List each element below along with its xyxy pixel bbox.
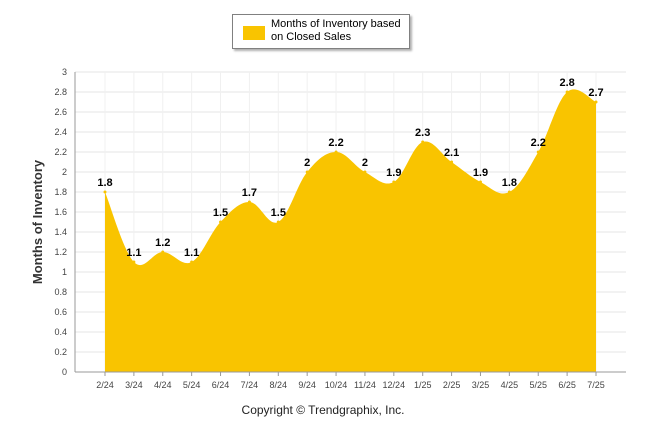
y-tick-labels: 0 0.2 0.4 0.6 0.8 1 1.2 1.4 1.6 1.8 2 2.2 2.4 2.6 2.8 3 (54, 67, 67, 377)
data-point (594, 100, 598, 104)
x-tick-label: 3/24 (125, 380, 143, 390)
x-tick-label: 3/25 (472, 380, 490, 390)
x-tick-label: 1/25 (414, 380, 432, 390)
data-label: 1.8 (97, 177, 112, 189)
y-tick-label: 0.8 (54, 287, 67, 297)
data-point (392, 180, 396, 184)
y-tick-label: 1.6 (54, 207, 67, 217)
y-tick-label: 1.8 (54, 187, 67, 197)
data-label: 1.1 (126, 247, 141, 259)
y-tick-label: 1.4 (54, 227, 67, 237)
legend-label: Months of Inventory based on Closed Sale… (271, 18, 401, 43)
data-label: 1.9 (473, 167, 488, 179)
data-label: 2.3 (415, 127, 430, 139)
copyright-text: Copyright © Trendgraphix, Inc. (241, 403, 405, 417)
y-tick-label: 2.4 (54, 127, 67, 137)
y-tick-label: 2.6 (54, 107, 67, 117)
y-tick-label: 0.2 (54, 347, 67, 357)
x-tick-label: 7/24 (241, 380, 259, 390)
x-tick-label: 4/24 (154, 380, 172, 390)
x-tick-label: 6/25 (558, 380, 576, 390)
x-tick-labels: 2/24 3/24 4/24 5/24 6/24 7/24 8/24 9/24 10/24 11/… (96, 372, 605, 390)
data-label: 2.2 (531, 137, 546, 149)
x-tick-label: 4/25 (501, 380, 519, 390)
data-label: 2.7 (588, 87, 603, 99)
data-point (507, 190, 511, 194)
y-tick-label: 0.6 (54, 307, 67, 317)
data-point (536, 150, 540, 154)
data-point (565, 90, 569, 94)
data-label: 1.9 (386, 167, 401, 179)
data-point (247, 200, 251, 204)
data-label: 1.2 (155, 237, 170, 249)
data-point (190, 260, 194, 264)
data-label: 1.5 (271, 207, 286, 219)
y-tick-label: 3 (62, 67, 67, 77)
data-label: 1.8 (502, 177, 517, 189)
data-point (161, 250, 165, 254)
area-series (103, 89, 598, 372)
data-point (334, 150, 338, 154)
data-label: 2.1 (444, 147, 459, 159)
data-label: 1.7 (242, 187, 257, 199)
data-point (305, 170, 309, 174)
data-labels: 1.8 1.1 1.2 1.1 1.5 1.7 1.5 2 2.2 2 1.9 2.3 2.1 1.9 1.… (97, 77, 603, 259)
x-tick-label: 2/25 (443, 380, 461, 390)
legend-swatch (243, 26, 265, 40)
x-tick-label: 12/24 (383, 380, 406, 390)
data-point (421, 140, 425, 144)
data-point (478, 180, 482, 184)
data-label: 2.2 (328, 137, 343, 149)
data-label: 2 (304, 157, 310, 169)
x-tick-label: 11/24 (354, 380, 376, 390)
data-point (450, 160, 454, 164)
data-point (219, 220, 223, 224)
data-point (276, 220, 280, 224)
series-area (105, 89, 596, 372)
y-tick-label: 2.2 (54, 147, 67, 157)
y-tick-label: 1 (62, 267, 67, 277)
x-tick-label: 9/24 (298, 380, 316, 390)
axes (74, 72, 626, 373)
data-label: 1.5 (213, 207, 228, 219)
x-tick-label: 5/25 (529, 380, 547, 390)
x-tick-label: 6/24 (212, 380, 230, 390)
x-tick-label: 5/24 (183, 380, 201, 390)
y-tick-label: 2.8 (54, 87, 67, 97)
data-point (363, 170, 367, 174)
data-point (132, 260, 136, 264)
data-point (103, 190, 107, 194)
y-axis-title: Months of Inventory (30, 159, 45, 284)
y-tick-label: 1.2 (54, 247, 67, 257)
y-tick-label: 0.4 (54, 327, 67, 337)
legend: Months of Inventory based on Closed Sale… (232, 14, 410, 49)
y-tick-label: 2 (62, 167, 67, 177)
x-tick-label: 7/25 (587, 380, 605, 390)
y-tick-label: 0 (62, 367, 67, 377)
x-tick-label: 8/24 (270, 380, 288, 390)
data-label: 2 (362, 157, 368, 169)
x-tick-label: 10/24 (325, 380, 348, 390)
x-tick-label: 2/24 (96, 380, 114, 390)
data-label: 2.8 (559, 77, 574, 89)
data-label: 1.1 (184, 247, 199, 259)
